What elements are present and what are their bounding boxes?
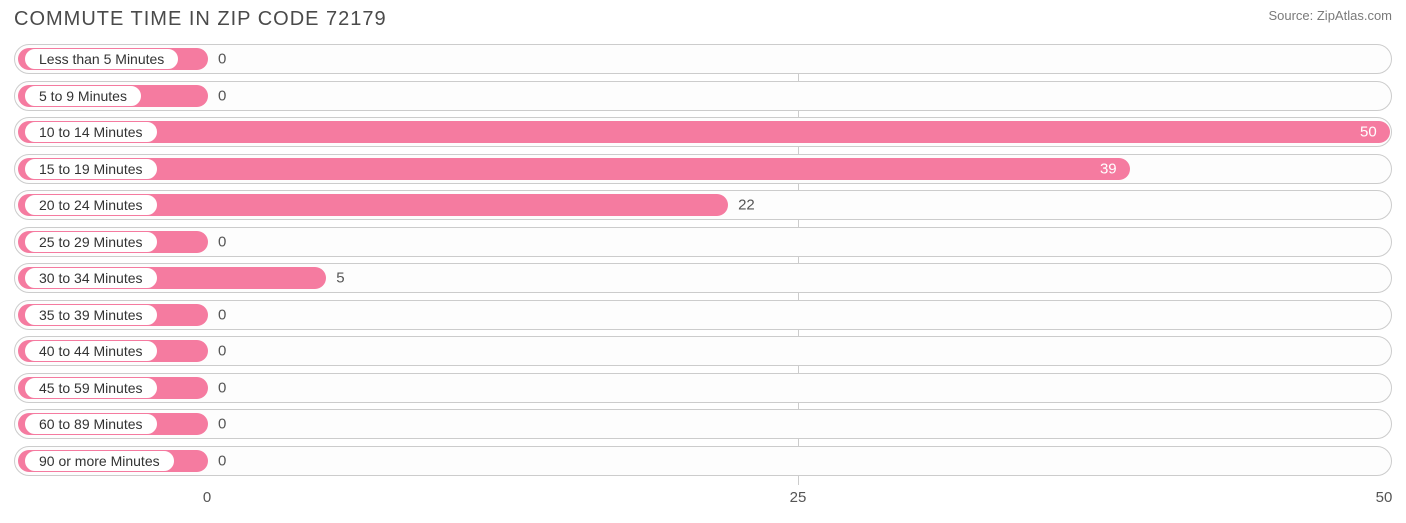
bar-row: 20 to 24 Minutes 22 (14, 190, 1392, 220)
category-label: 90 or more Minutes (24, 450, 175, 472)
bar-row: 15 to 19 Minutes 39 (14, 154, 1392, 184)
x-tick-label: 50 (1376, 489, 1393, 506)
value-label: 0 (218, 379, 226, 396)
category-label: 20 to 24 Minutes (24, 194, 158, 216)
x-axis: 0 25 50 (14, 489, 1392, 513)
bar-row: 25 to 29 Minutes 0 (14, 227, 1392, 257)
bar-row: 40 to 44 Minutes 0 (14, 336, 1392, 366)
category-label: 5 to 9 Minutes (24, 85, 142, 107)
value-label: 22 (738, 197, 755, 214)
chart-header: COMMUTE TIME IN ZIP CODE 72179 Source: Z… (0, 0, 1406, 35)
category-label: 25 to 29 Minutes (24, 231, 158, 253)
category-label: 35 to 39 Minutes (24, 304, 158, 326)
value-label: 50 (1360, 124, 1377, 141)
value-label: 0 (218, 51, 226, 68)
bar (18, 158, 1130, 180)
bar-row: 60 to 89 Minutes 0 (14, 409, 1392, 439)
value-label: 0 (218, 452, 226, 469)
chart-source: Source: ZipAtlas.com (1268, 8, 1392, 23)
value-label: 0 (218, 343, 226, 360)
bar-row: 30 to 34 Minutes 5 (14, 263, 1392, 293)
category-label: 40 to 44 Minutes (24, 340, 158, 362)
bar-row: 5 to 9 Minutes 0 (14, 81, 1392, 111)
category-label: 30 to 34 Minutes (24, 267, 158, 289)
bar-row: 35 to 39 Minutes 0 (14, 300, 1392, 330)
category-label: Less than 5 Minutes (24, 48, 179, 70)
value-label: 5 (336, 270, 344, 287)
category-label: 15 to 19 Minutes (24, 158, 158, 180)
value-label: 0 (218, 87, 226, 104)
value-label: 0 (218, 416, 226, 433)
category-label: 60 to 89 Minutes (24, 413, 158, 435)
value-label: 0 (218, 233, 226, 250)
bar-row: 45 to 59 Minutes 0 (14, 373, 1392, 403)
category-label: 45 to 59 Minutes (24, 377, 158, 399)
plot-area: Less than 5 Minutes 0 5 to 9 Minutes 0 10 to… (14, 44, 1392, 485)
category-label: 10 to 14 Minutes (24, 121, 158, 143)
x-tick-label: 25 (790, 489, 807, 506)
bar-row: 10 to 14 Minutes 50 (14, 117, 1392, 147)
bar-row: 90 or more Minutes 0 (14, 446, 1392, 476)
chart-container: COMMUTE TIME IN ZIP CODE 72179 Source: Z… (0, 0, 1406, 523)
bar (18, 121, 1390, 143)
x-tick-label: 0 (203, 489, 211, 506)
value-label: 0 (218, 306, 226, 323)
chart-title: COMMUTE TIME IN ZIP CODE 72179 (14, 8, 387, 31)
bar-row: Less than 5 Minutes 0 (14, 44, 1392, 74)
value-label: 39 (1100, 160, 1117, 177)
